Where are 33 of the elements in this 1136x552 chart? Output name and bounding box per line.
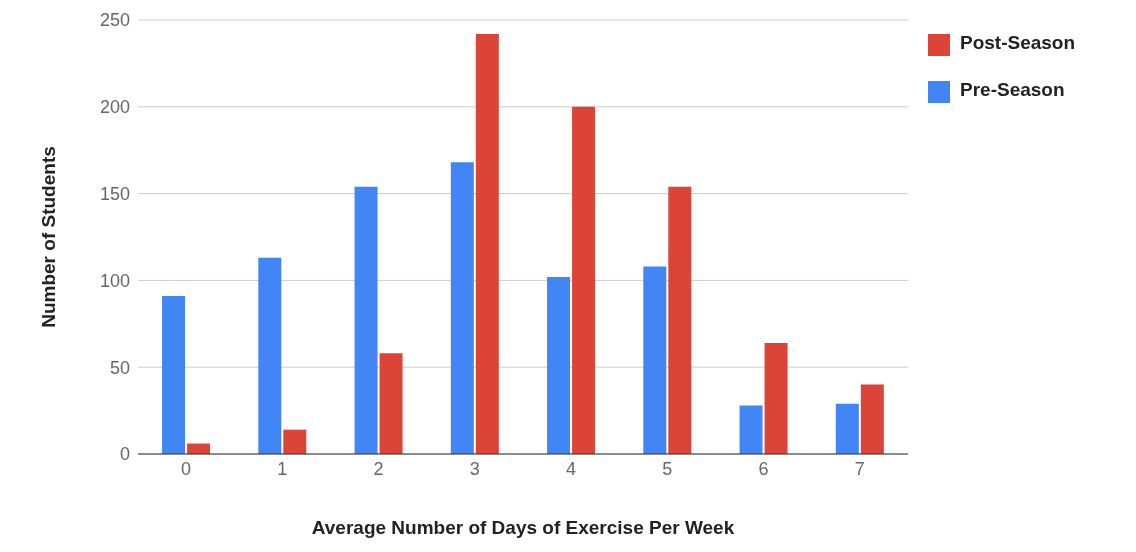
bar: [354, 186, 378, 454]
bar: [572, 106, 596, 454]
bar: [258, 257, 282, 454]
x-tick-label: 1: [277, 458, 288, 479]
x-tick-label: 3: [469, 458, 480, 479]
y-axis-title: Number of Students: [37, 146, 59, 328]
x-axis-title: Average Number of Days of Exercise Per Week: [311, 517, 735, 538]
bar: [283, 429, 307, 454]
x-tick-label: 6: [758, 458, 769, 479]
bar: [547, 276, 571, 454]
bar: [450, 162, 474, 454]
y-tick-label: 100: [99, 270, 130, 291]
x-tick-label: 7: [854, 458, 865, 479]
x-tick-label: 4: [566, 458, 577, 479]
bar: [475, 33, 499, 454]
legend-label: Post-Season: [960, 32, 1076, 53]
bar: [668, 186, 692, 454]
bar: [643, 266, 667, 454]
x-tick-label: 0: [181, 458, 192, 479]
bar: [860, 384, 884, 454]
legend-label: Pre-Season: [960, 79, 1065, 100]
y-tick-label: 250: [99, 10, 130, 31]
x-tick-label: 2: [373, 458, 384, 479]
bar: [764, 342, 788, 454]
bar: [739, 405, 763, 454]
y-tick-label: 200: [99, 97, 130, 118]
x-tick-label: 5: [662, 458, 673, 479]
y-tick-label: 0: [119, 444, 130, 465]
y-tick-label: 150: [99, 183, 130, 204]
bar: [162, 296, 186, 454]
bar: [835, 403, 859, 454]
y-tick-label: 50: [109, 357, 130, 378]
bar: [379, 353, 403, 454]
